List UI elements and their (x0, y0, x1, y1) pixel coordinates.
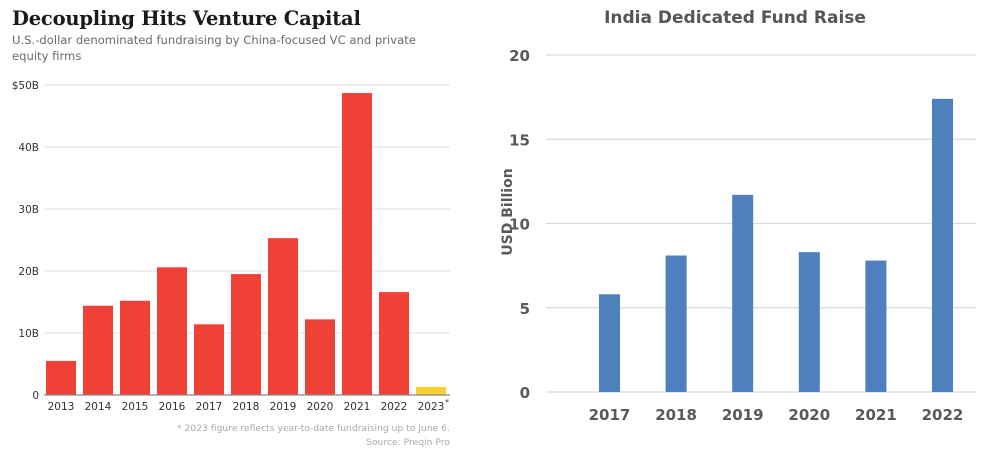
x-tick-label: 2019 (270, 401, 297, 413)
x-tick-label: 2019 (722, 406, 764, 424)
bar (46, 360, 76, 395)
bar (732, 194, 754, 392)
x-tick-label: 2017 (589, 406, 631, 424)
bar (157, 267, 187, 395)
chart-title: India Dedicated Fund Raise (604, 8, 866, 28)
bar (120, 300, 150, 395)
bar (865, 260, 887, 392)
bar (194, 324, 224, 395)
x-tick-label: 2015 (122, 401, 149, 413)
y-tick-label: 5 (520, 300, 530, 318)
y-tick-label: 40B (18, 142, 39, 154)
china-vc-bar-chart: 0 10B 20B 30B 40B $50B 2013 2014 2015 2016 2017 201… (12, 80, 450, 413)
bar (798, 252, 820, 392)
bar (379, 292, 409, 395)
bar (231, 274, 261, 395)
bar (599, 294, 620, 392)
y-tick-label: 20 (509, 47, 530, 65)
x-tick-label: 2021 (344, 401, 371, 413)
bar (416, 386, 446, 395)
x-tick-label: 2013 (48, 401, 75, 413)
india-fund-bar-chart: 0 5 10 15 20 2017 2018 2019 2020 2021 2022 USD Bill… (500, 47, 976, 424)
y-tick-label: 10 (509, 216, 530, 234)
x-tick-label: 2014 (85, 401, 112, 413)
chart-subtitle: U.S.-dollar denominated fundraising by C… (12, 33, 416, 63)
x-tick-label: 2018 (233, 401, 260, 413)
x-tick-label: 2018 (655, 406, 697, 424)
x-tick-label: 2021 (855, 406, 897, 424)
x-tick-label: 2022 (922, 406, 964, 424)
bar (665, 255, 687, 392)
bar (932, 98, 953, 392)
x-tick-label: 2017 (196, 401, 223, 413)
x-tick-label: 2020 (307, 401, 334, 413)
y-tick-label: 30B (18, 204, 39, 216)
y-tick-label: 15 (509, 131, 530, 149)
y-axis-label: USD Billion (500, 168, 516, 255)
bar (83, 305, 113, 395)
china-vc-chart-panel: Decoupling Hits Venture Capital U.S.-dol… (0, 0, 470, 466)
y-tick-label: $50B (12, 80, 39, 92)
footnote-marker: * (445, 398, 449, 407)
source-note: Source: Preqin Pro (366, 437, 450, 448)
bar (342, 93, 372, 395)
y-tick-label: 0 (32, 390, 39, 402)
bar (305, 319, 335, 395)
y-tick-label: 20B (18, 266, 39, 278)
footnote: * 2023 figure reflects year-to-date fund… (176, 423, 450, 434)
chart-notes: * 2023 figure reflects year-to-date fund… (177, 422, 450, 450)
x-tick-label: 2022 (381, 401, 408, 413)
bar (268, 238, 298, 395)
y-tick-label: 0 (520, 384, 530, 402)
y-tick-label: 10B (18, 328, 39, 340)
chart-title: Decoupling Hits Venture Capital (12, 7, 361, 30)
india-fund-chart-panel: India Dedicated Fund Raise 0 5 10 15 20 2017 2… (470, 0, 1000, 466)
x-tick-label: 2023 (418, 401, 445, 413)
x-tick-label: 2016 (159, 401, 186, 413)
x-tick-label: 2020 (788, 406, 830, 424)
